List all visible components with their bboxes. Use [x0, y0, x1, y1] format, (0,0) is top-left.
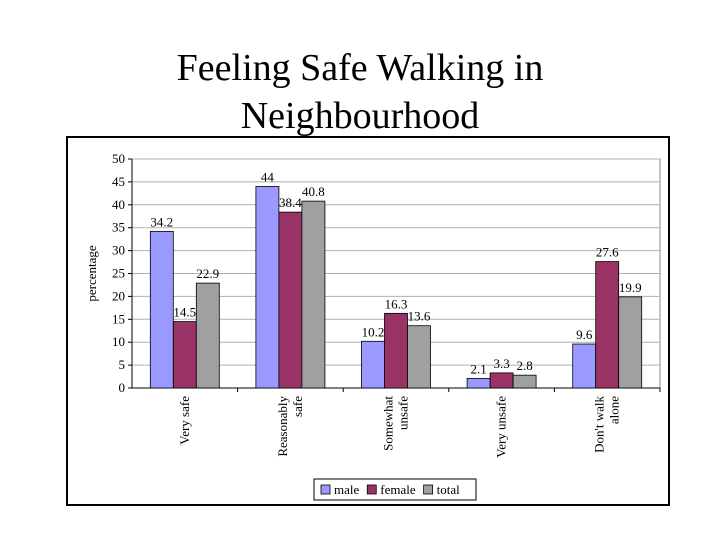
y-tick-label: 30 — [112, 243, 125, 258]
bar-female-2 — [384, 312, 408, 389]
bar-total-1 — [301, 200, 326, 389]
data-label-total-3: 2.8 — [516, 358, 532, 373]
y-tick-label: 45 — [112, 174, 125, 189]
bar-male-4 — [572, 343, 597, 389]
y-tick-label: 35 — [112, 220, 125, 235]
title-line-1: Feeling Safe Walking in — [176, 47, 544, 89]
data-label-female-3: 3.3 — [493, 356, 509, 371]
data-label-female-1: 38.4 — [279, 195, 302, 210]
data-label-total-0: 22.9 — [196, 266, 219, 281]
y-tick-label: 50 — [112, 151, 125, 166]
y-tick-label: 40 — [112, 197, 125, 212]
data-label-total-4: 19.9 — [619, 280, 642, 295]
data-label-male-4: 9.6 — [576, 327, 593, 342]
y-tick-label: 5 — [119, 357, 126, 372]
legend — [313, 478, 477, 501]
bar-total-4 — [618, 296, 643, 389]
page-title: Feeling Safe Walking in Neighbourhood — [0, 44, 720, 140]
title-line-2: Neighbourhood — [240, 95, 480, 137]
bar-male-0 — [149, 230, 174, 389]
x-category-label: unsafe — [396, 396, 411, 430]
x-category-label: alone — [607, 396, 622, 424]
bar-female-3 — [489, 372, 514, 389]
bar-male-3 — [466, 377, 491, 389]
data-label-male-3: 2.1 — [470, 361, 486, 376]
bar-male-2 — [361, 340, 385, 389]
x-category-label: Reasonably — [275, 396, 290, 457]
data-label-total-1: 40.8 — [302, 184, 325, 199]
y-tick-label: 15 — [112, 311, 125, 326]
bar-male-1 — [255, 186, 280, 389]
data-label-male-0: 34.2 — [150, 214, 173, 229]
data-label-female-2: 16.3 — [385, 296, 408, 311]
bar-total-2 — [407, 325, 431, 389]
legend-label-total: total — [437, 482, 460, 497]
bar-female-0 — [172, 321, 197, 389]
x-category-label: Very safe — [177, 396, 192, 445]
bar-total-0 — [195, 282, 220, 389]
y-tick-label: 10 — [112, 334, 125, 349]
y-tick-label: 20 — [112, 288, 125, 303]
bar-total-3 — [512, 374, 537, 389]
data-label-male-2: 10.2 — [362, 324, 385, 339]
data-label-male-1: 44 — [261, 169, 275, 184]
x-category-label: safe — [290, 396, 305, 417]
y-axis-label: percentage — [84, 245, 99, 302]
legend-swatch-male — [320, 484, 331, 495]
y-tick-label: 0 — [119, 380, 126, 395]
data-label-total-2: 13.6 — [408, 309, 431, 324]
x-category-label: Somewhat — [381, 396, 396, 451]
bar-female-4 — [595, 261, 620, 389]
legend-label-male: male — [334, 482, 359, 497]
data-label-female-4: 27.6 — [596, 245, 619, 260]
bar-female-1 — [278, 211, 303, 389]
data-label-female-0: 14.5 — [173, 305, 196, 320]
x-category-label: Don't walk — [592, 396, 607, 453]
y-tick-label: 25 — [112, 266, 125, 281]
legend-label-female: female — [380, 482, 416, 497]
legend-swatch-female — [366, 484, 377, 495]
legend-swatch-total — [423, 484, 434, 495]
x-category-label: Very unsafe — [494, 396, 509, 458]
